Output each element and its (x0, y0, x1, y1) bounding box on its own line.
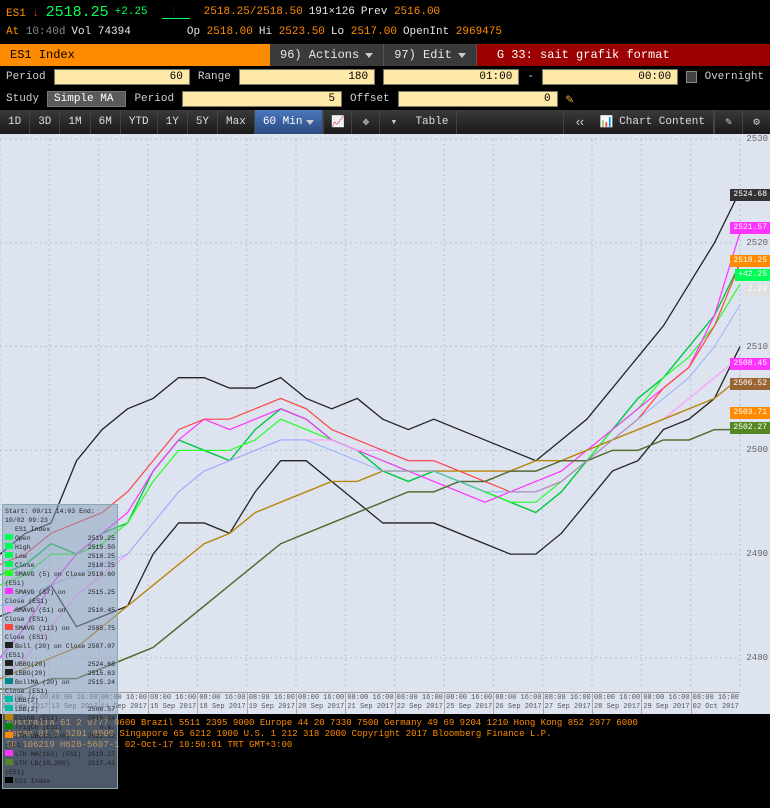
time-from-input[interactable] (383, 69, 519, 85)
bid-ask: 2518.25/2518.50 (204, 6, 303, 18)
range-input[interactable] (239, 69, 375, 85)
timeframe-bar: 1D3D1M6MYTD1Y5YMax 60 Min 📈 ✥ ▾ Table ‹‹… (0, 110, 770, 134)
tf-1d[interactable]: 1D (0, 110, 30, 134)
tf-3d[interactable]: 3D (30, 110, 60, 134)
price-flag: 2521.57 (730, 222, 770, 234)
study-label: Study (6, 93, 39, 105)
line-chart-icon[interactable]: 📈 (323, 110, 351, 134)
change: +2.25 (115, 6, 148, 18)
nav-back-button[interactable]: ‹‹ (563, 110, 591, 134)
time-to-input[interactable] (542, 69, 678, 85)
hi-label: Hi (259, 26, 272, 38)
vol-label: Vol (71, 26, 91, 38)
prev-label: Prev (361, 6, 387, 18)
op: 2518.00 (207, 26, 253, 38)
footer-line1: Australia 61 2 9777 8600 Brazil 5511 239… (6, 718, 764, 729)
tf-5y[interactable]: 5Y (188, 110, 218, 134)
size: 191×126 (309, 6, 355, 18)
dash: - (527, 71, 534, 83)
price-flag: 2506.52 (730, 378, 770, 390)
study-select[interactable]: Simple MA (47, 91, 126, 107)
tf-1m[interactable]: 1M (60, 110, 90, 134)
at-label: At (6, 26, 19, 38)
period2-label: Period (134, 93, 174, 105)
lo: 2517.00 (351, 26, 397, 38)
price-flag: 2508.45 (730, 358, 770, 370)
tf-max[interactable]: Max (218, 110, 255, 134)
price-flag: 2.29 (745, 284, 770, 296)
gear-icon[interactable]: ⚙ (742, 110, 770, 134)
quote-bar: ES1 ↓ 2518.25 +2.25 2518.25/2518.50 191×… (0, 0, 770, 44)
tf-ytd[interactable]: YTD (121, 110, 158, 134)
symbol: ES1 (6, 8, 26, 20)
param-row-2: Study Simple MA Period Offset ✎ (0, 88, 770, 110)
chevron-down-icon[interactable]: ▾ (379, 110, 407, 134)
price-flag: +42.25 (735, 269, 770, 281)
period-label: Period (6, 71, 46, 83)
edit-icon[interactable]: ✎ (714, 110, 742, 134)
at-time: 10:40d (26, 26, 66, 38)
pencil-icon[interactable]: ✎ (566, 92, 580, 106)
op-label: Op (187, 26, 200, 38)
crosshair-icon[interactable]: ✥ (351, 110, 379, 134)
price-flag: 2502.27 (730, 422, 770, 434)
vol: 74394 (98, 26, 131, 38)
chart-area[interactable]: 248024902500251025202530 2524.682521.572… (0, 134, 770, 714)
overnight-checkbox[interactable] (686, 71, 696, 83)
price-flag: 2524.68 (730, 189, 770, 201)
sparkline-icon (162, 5, 190, 19)
period-input[interactable] (54, 69, 190, 85)
ticker-input[interactable]: ES1 Index (0, 44, 270, 66)
range-label: Range (198, 71, 231, 83)
interval-dropdown[interactable]: 60 Min (255, 110, 324, 134)
arrow-icon: ↓ (32, 8, 39, 20)
prev: 2516.00 (394, 6, 440, 18)
footer-line2: Japan 81 3 3201 8900 Singapore 65 6212 1… (6, 729, 764, 740)
overnight-label: Overnight (705, 71, 764, 83)
footer-line3: SN 106219 H628-5607-1 02-Oct-17 10:50:01… (6, 740, 764, 751)
price-flag: 2503.71 (730, 407, 770, 419)
hi: 2523.50 (279, 26, 325, 38)
page-title: G 33: sait grafik format (477, 44, 770, 66)
table-button[interactable]: Table (407, 110, 457, 134)
chevron-down-icon (365, 53, 373, 58)
last-price: 2518.25 (46, 4, 109, 21)
edit-dropdown[interactable]: 97) Edit (384, 44, 477, 66)
oi: 2969475 (456, 26, 502, 38)
legend-box[interactable]: Start: 09/11 14:03 End: 10/02 09:23ES1 I… (2, 504, 118, 789)
offset-input[interactable] (398, 91, 558, 107)
ticker-bar: ES1 Index 96) Actions 97) Edit G 33: sai… (0, 44, 770, 66)
offset-label: Offset (350, 93, 390, 105)
period2-input[interactable] (182, 91, 342, 107)
chart-content-button[interactable]: 📊Chart Content (591, 110, 714, 134)
param-row-1: Period Range - Overnight (0, 66, 770, 88)
actions-dropdown[interactable]: 96) Actions (270, 44, 384, 66)
chevron-down-icon (458, 53, 466, 58)
oi-label: OpenInt (403, 26, 449, 38)
tf-1y[interactable]: 1Y (158, 110, 188, 134)
tf-6m[interactable]: 6M (91, 110, 121, 134)
lo-label: Lo (331, 26, 344, 38)
chevron-down-icon (306, 120, 314, 125)
price-flag: 2518.25 (730, 255, 770, 267)
